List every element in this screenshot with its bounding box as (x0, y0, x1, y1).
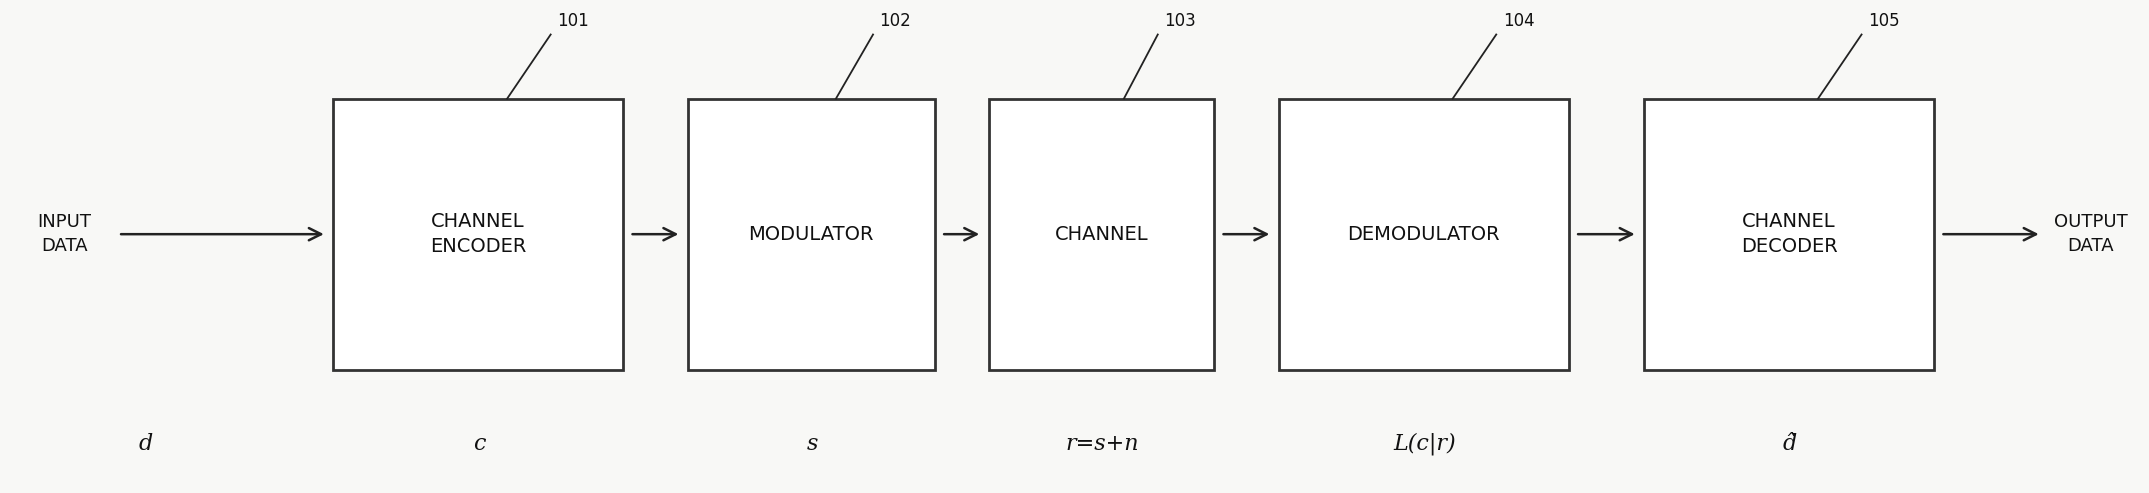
Bar (989, 99, 1214, 370)
Text: 103: 103 (1165, 11, 1197, 30)
Bar (1644, 99, 1934, 370)
Text: CHANNEL
DECODER: CHANNEL DECODER (1741, 212, 1837, 256)
Text: CHANNEL
ENCODER: CHANNEL ENCODER (430, 212, 527, 256)
Bar (1279, 99, 1569, 370)
Text: d: d (140, 433, 153, 455)
Text: DEMODULATOR: DEMODULATOR (1347, 225, 1500, 244)
Text: c: c (473, 433, 486, 455)
Text: 105: 105 (1867, 11, 1900, 30)
Text: L(c|r): L(c|r) (1393, 432, 1457, 455)
Text: r=s+n: r=s+n (1066, 433, 1139, 455)
Text: MODULATOR: MODULATOR (748, 225, 875, 244)
Bar (688, 99, 935, 370)
Text: d̂: d̂ (1784, 433, 1797, 455)
Text: CHANNEL: CHANNEL (1055, 225, 1148, 244)
Bar (333, 99, 623, 370)
Text: 101: 101 (557, 11, 589, 30)
Text: s: s (806, 433, 819, 455)
Text: 104: 104 (1502, 11, 1534, 30)
Text: 102: 102 (879, 11, 911, 30)
Text: INPUT
DATA: INPUT DATA (37, 213, 92, 255)
Text: OUTPUT
DATA: OUTPUT DATA (2054, 213, 2128, 255)
